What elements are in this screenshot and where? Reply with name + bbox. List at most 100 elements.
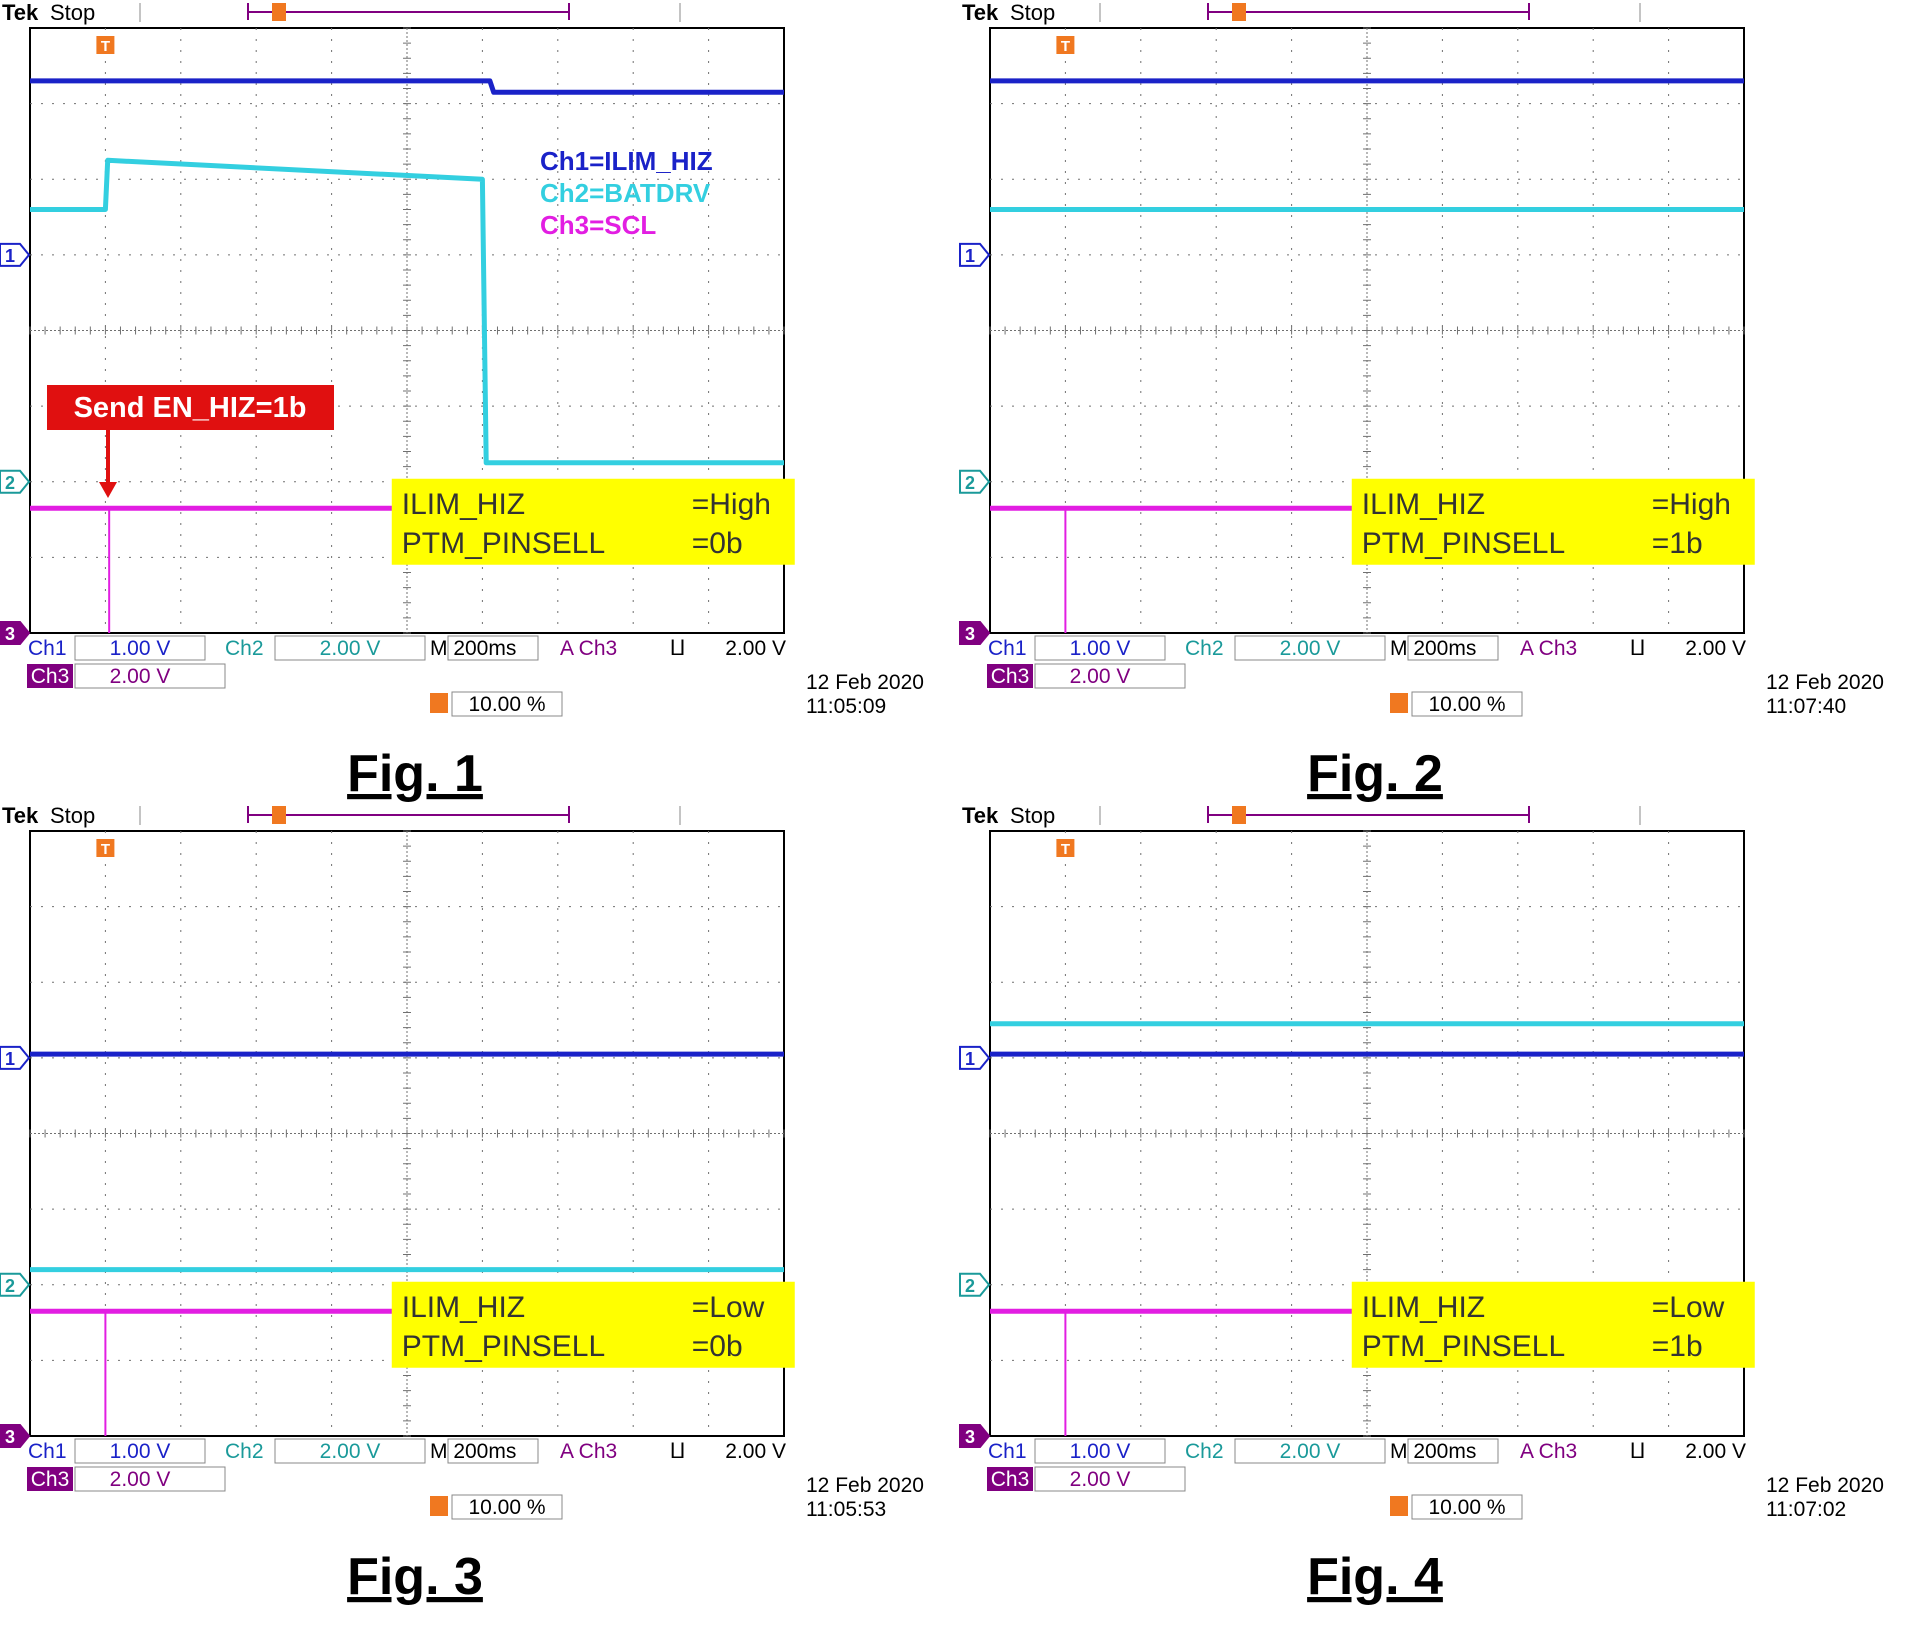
readout-box	[1411, 1494, 1523, 1520]
state-label: Stop	[50, 0, 95, 25]
trigger-source: A Ch3	[1520, 637, 1577, 660]
figure-caption: Fig. 2	[1307, 745, 1443, 803]
ch3-label-box	[987, 664, 1033, 688]
trigger-pos-icon	[430, 693, 448, 713]
trigger-position: 10.00 %	[468, 693, 545, 716]
ch1-scale: 1.00 V	[110, 637, 171, 660]
ch1-ground-marker	[959, 242, 991, 267]
readout-box	[1407, 635, 1499, 661]
readout-box	[74, 635, 206, 661]
brand-label: Tek	[2, 803, 39, 828]
info-box	[391, 1281, 795, 1368]
capture-date: 12 Feb 2020	[1766, 671, 1884, 694]
state-label: Stop	[50, 803, 95, 828]
ch2-scale: 2.00 V	[1280, 1440, 1341, 1463]
info-value: =High	[1652, 488, 1731, 521]
capture-time: 11:05:09	[806, 695, 886, 718]
capture-time: 11:07:40	[1766, 695, 1846, 718]
ch3-ground-marker	[959, 621, 991, 645]
ch3-ground-marker-label: 3	[5, 624, 15, 644]
capture-date: 12 Feb 2020	[806, 1474, 924, 1497]
figure-caption: Fig. 1	[347, 745, 483, 803]
trigger-position-icon	[1056, 36, 1075, 54]
readout-box	[447, 635, 539, 661]
ch3-label: Ch3	[991, 665, 1030, 688]
figure-caption: Fig. 4	[1307, 1548, 1443, 1606]
readout-box	[1407, 1438, 1499, 1464]
ch3-scale: 2.00 V	[110, 665, 171, 688]
capture-date: 12 Feb 2020	[1766, 1474, 1884, 1497]
readout-box	[451, 691, 563, 717]
ch3-ground-marker	[959, 1424, 991, 1448]
info-value: =High	[692, 488, 771, 521]
ch1-label: Ch1	[28, 1440, 67, 1463]
info-box	[1351, 478, 1755, 565]
ch1-scale: 1.00 V	[1070, 637, 1131, 660]
info-box	[1351, 1281, 1755, 1368]
trigger-position-icon	[96, 36, 115, 54]
state-label: Stop	[1010, 0, 1055, 25]
readout-box	[74, 1438, 206, 1464]
info-value: =1b	[1652, 1330, 1703, 1363]
brand-label: Tek	[2, 0, 39, 25]
scope-panel: Tek Stop T 1 2 3 ILIM_HIZ =High PTM_PINSELL =1b Ch…	[959, 0, 1884, 803]
ch2-ground-marker-label: 2	[5, 473, 15, 493]
capture-date: 12 Feb 2020	[806, 671, 924, 694]
info-name: ILIM_HIZ	[1362, 1291, 1485, 1324]
trigger-source: A Ch3	[1520, 1440, 1577, 1463]
ch2-scale: 2.00 V	[320, 637, 381, 660]
ch1-scale: 1.00 V	[110, 1440, 171, 1463]
trigger-pos-icon	[1390, 693, 1408, 713]
trigger-level: 2.00 V	[725, 1440, 786, 1463]
capture-time: 11:05:53	[806, 1498, 886, 1521]
ch2-ground-marker	[0, 1272, 31, 1297]
scope-panel: Tek Stop T 1 2 3 ILIM_HIZ =Low PTM_PINSELL =0b Ch1…	[0, 803, 924, 1606]
readout-box	[1234, 635, 1386, 661]
annotation-text: Send EN_HIZ=1b	[74, 392, 307, 424]
ch2-ground-marker	[0, 469, 31, 494]
info-name: PTM_PINSELL	[1362, 527, 1565, 560]
info-value: =Low	[1652, 1291, 1725, 1324]
trigger-slope: ⨿	[1630, 1440, 1645, 1463]
ch3-ground-marker	[0, 1424, 31, 1448]
trigger-position-glyph: T	[1061, 841, 1070, 858]
trigger-position-icon	[96, 839, 115, 857]
ch1-ground-marker	[959, 1045, 991, 1070]
ch3-ground-marker-label: 3	[965, 1427, 975, 1447]
trigger-position: 10.00 %	[468, 1496, 545, 1519]
readout-box	[1034, 663, 1186, 689]
readout-box	[274, 635, 426, 661]
readout-box	[1034, 1438, 1166, 1464]
trigger-level: 2.00 V	[725, 637, 786, 660]
ch1-ground-marker	[0, 242, 31, 267]
trigger-slope: ⨿	[670, 637, 685, 660]
trace-ch2	[30, 157, 784, 466]
ch3-scale: 2.00 V	[1070, 665, 1131, 688]
info-name: PTM_PINSELL	[402, 1330, 605, 1363]
ch1-ground-marker-label: 1	[5, 246, 15, 266]
trigger-pos-icon	[1390, 1496, 1408, 1516]
ch1-scale: 1.00 V	[1070, 1440, 1131, 1463]
readout-box	[74, 663, 226, 689]
ch3-ground-marker-label: 3	[5, 1427, 15, 1447]
ch2-ground-marker-label: 2	[965, 1276, 975, 1296]
info-name: ILIM_HIZ	[1362, 488, 1485, 521]
ch1-label: Ch1	[988, 637, 1027, 660]
ch3-label-box	[27, 1467, 73, 1491]
brand-label: Tek	[962, 0, 999, 25]
timebase: M 200ms	[430, 1440, 516, 1463]
legend-entry: Ch3=SCL	[540, 210, 656, 240]
brand-label: Tek	[962, 803, 999, 828]
capture-time: 11:07:02	[1766, 1498, 1846, 1521]
record-trigger-icon	[1232, 806, 1246, 824]
ch3-label-box	[987, 1467, 1033, 1491]
ch2-ground-marker	[959, 469, 991, 494]
trigger-position-glyph: T	[101, 38, 110, 55]
ch3-ground-marker-label: 3	[965, 624, 975, 644]
info-name: PTM_PINSELL	[402, 527, 605, 560]
ch2-label: Ch2	[1185, 1440, 1224, 1463]
trigger-level: 2.00 V	[1685, 1440, 1746, 1463]
scope-panel: Tek Stop T 1 2 3 ILIM_HIZ =High PTM_PINSELL =0b Ch…	[0, 0, 924, 803]
trigger-position: 10.00 %	[1428, 693, 1505, 716]
